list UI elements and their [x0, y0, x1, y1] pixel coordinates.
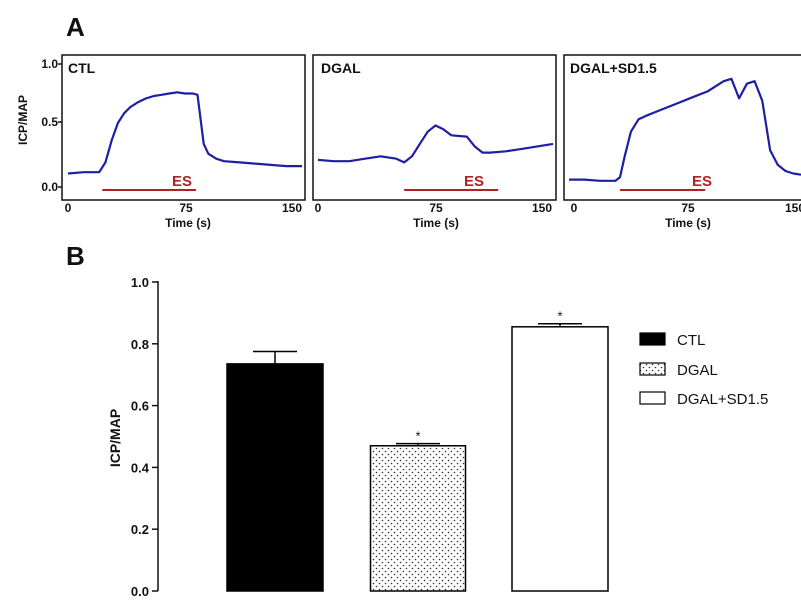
trace-frame: [61, 54, 306, 201]
trace-panel-dgal-sd: DGAL+SD1.5 ES 0 75 150 Time (s): [563, 54, 801, 230]
significance-star: *: [557, 309, 562, 324]
trace-line: [569, 77, 801, 182]
x-tick-label: 75: [681, 201, 695, 215]
legend-item-dgal-sd: DGAL+SD1.5: [639, 391, 768, 408]
trace-line: [67, 91, 302, 175]
panel-b-bars: **: [226, 309, 609, 592]
legend-item-ctl: CTL: [639, 332, 705, 349]
bar-dgal-sd1-5: [511, 326, 609, 592]
y-tick-label: 1.0: [131, 275, 149, 290]
panel-a-y-axis: 1.0 0.5 0.0: [41, 57, 62, 194]
y-tick-label: 0.0: [41, 180, 58, 194]
x-tick-label: 75: [179, 201, 193, 215]
panel-b: B ICP/MAP 1.00.80.60.40.20.0 ** CTL DGAL…: [66, 241, 768, 599]
legend-swatch-white: [639, 391, 666, 405]
panel-b-y-ticks: 1.0 0.8 0.6 0.4 0.2 0.0: [131, 275, 158, 599]
y-tick-label: 0.2: [131, 522, 149, 537]
x-tick-label: 150: [282, 201, 302, 215]
bar-ctl: [226, 363, 324, 592]
x-tick-label: 0: [315, 201, 322, 215]
y-tick-label: 0.0: [131, 584, 149, 599]
trace-panel-ctl: CTL ES 0 75 150 Time (s): [61, 54, 306, 230]
y-tick-label: 1.0: [41, 57, 58, 71]
trace-frame: [563, 54, 801, 201]
x-tick-label: 150: [532, 201, 552, 215]
trace-frame: [312, 54, 557, 201]
y-tick-label: 0.6: [131, 399, 149, 414]
significance-star: *: [415, 429, 420, 444]
legend-swatch-dotted: [639, 362, 666, 376]
trace-title: CTL: [68, 60, 96, 76]
panel-a-ylabel: ICP/MAP: [16, 95, 30, 145]
es-label: ES: [692, 173, 712, 190]
es-label: ES: [464, 173, 484, 190]
panel-b-letter: B: [66, 241, 85, 271]
y-tick-label: 0.4: [131, 460, 150, 475]
trace-line: [317, 124, 554, 164]
panel-a-letter: A: [66, 12, 85, 42]
legend-label: DGAL: [677, 362, 718, 379]
y-tick-label: 0.8: [131, 337, 149, 352]
bar-dgal: [369, 445, 467, 592]
panel-a: A ICP/MAP 1.0 0.5 0.0 CTL ES 0 75 150 Ti…: [16, 12, 801, 230]
legend: CTL DGAL DGAL+SD1.5: [639, 332, 768, 408]
x-axis-label: Time (s): [165, 216, 211, 230]
y-tick-label: 0.5: [41, 115, 58, 129]
panel-b-ylabel: ICP/MAP: [107, 409, 123, 467]
trace-panel-dgal: DGAL ES 0 75 150 Time (s): [312, 54, 557, 230]
x-tick-label: 75: [429, 201, 443, 215]
x-axis-label: Time (s): [665, 216, 711, 230]
x-tick-label: 0: [571, 201, 578, 215]
es-label: ES: [172, 173, 192, 190]
legend-label: CTL: [677, 332, 705, 349]
x-tick-label: 0: [65, 201, 72, 215]
trace-title: DGAL: [321, 60, 361, 76]
x-tick-label: 150: [785, 201, 801, 215]
legend-swatch-solid: [639, 332, 666, 346]
trace-title: DGAL+SD1.5: [570, 60, 657, 76]
legend-label: DGAL+SD1.5: [677, 391, 768, 408]
legend-item-dgal: DGAL: [639, 362, 718, 379]
x-axis-label: Time (s): [413, 216, 459, 230]
